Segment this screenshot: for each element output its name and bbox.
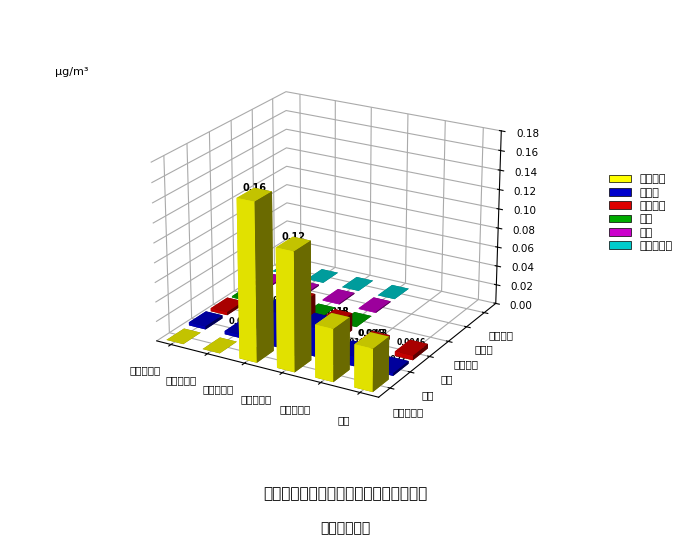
- Text: （金属類１）: （金属類１）: [320, 521, 370, 535]
- Text: μg/m³: μg/m³: [55, 67, 89, 77]
- Legend: マンガン, クロム, ニッケル, 水銀, ヒ素, ベリリウム: マンガン, クロム, ニッケル, 水銀, ヒ素, ベリリウム: [604, 170, 678, 255]
- Text: 平成１８年度有害大気汚染物質年平均値: 平成１８年度有害大気汚染物質年平均値: [263, 487, 427, 501]
